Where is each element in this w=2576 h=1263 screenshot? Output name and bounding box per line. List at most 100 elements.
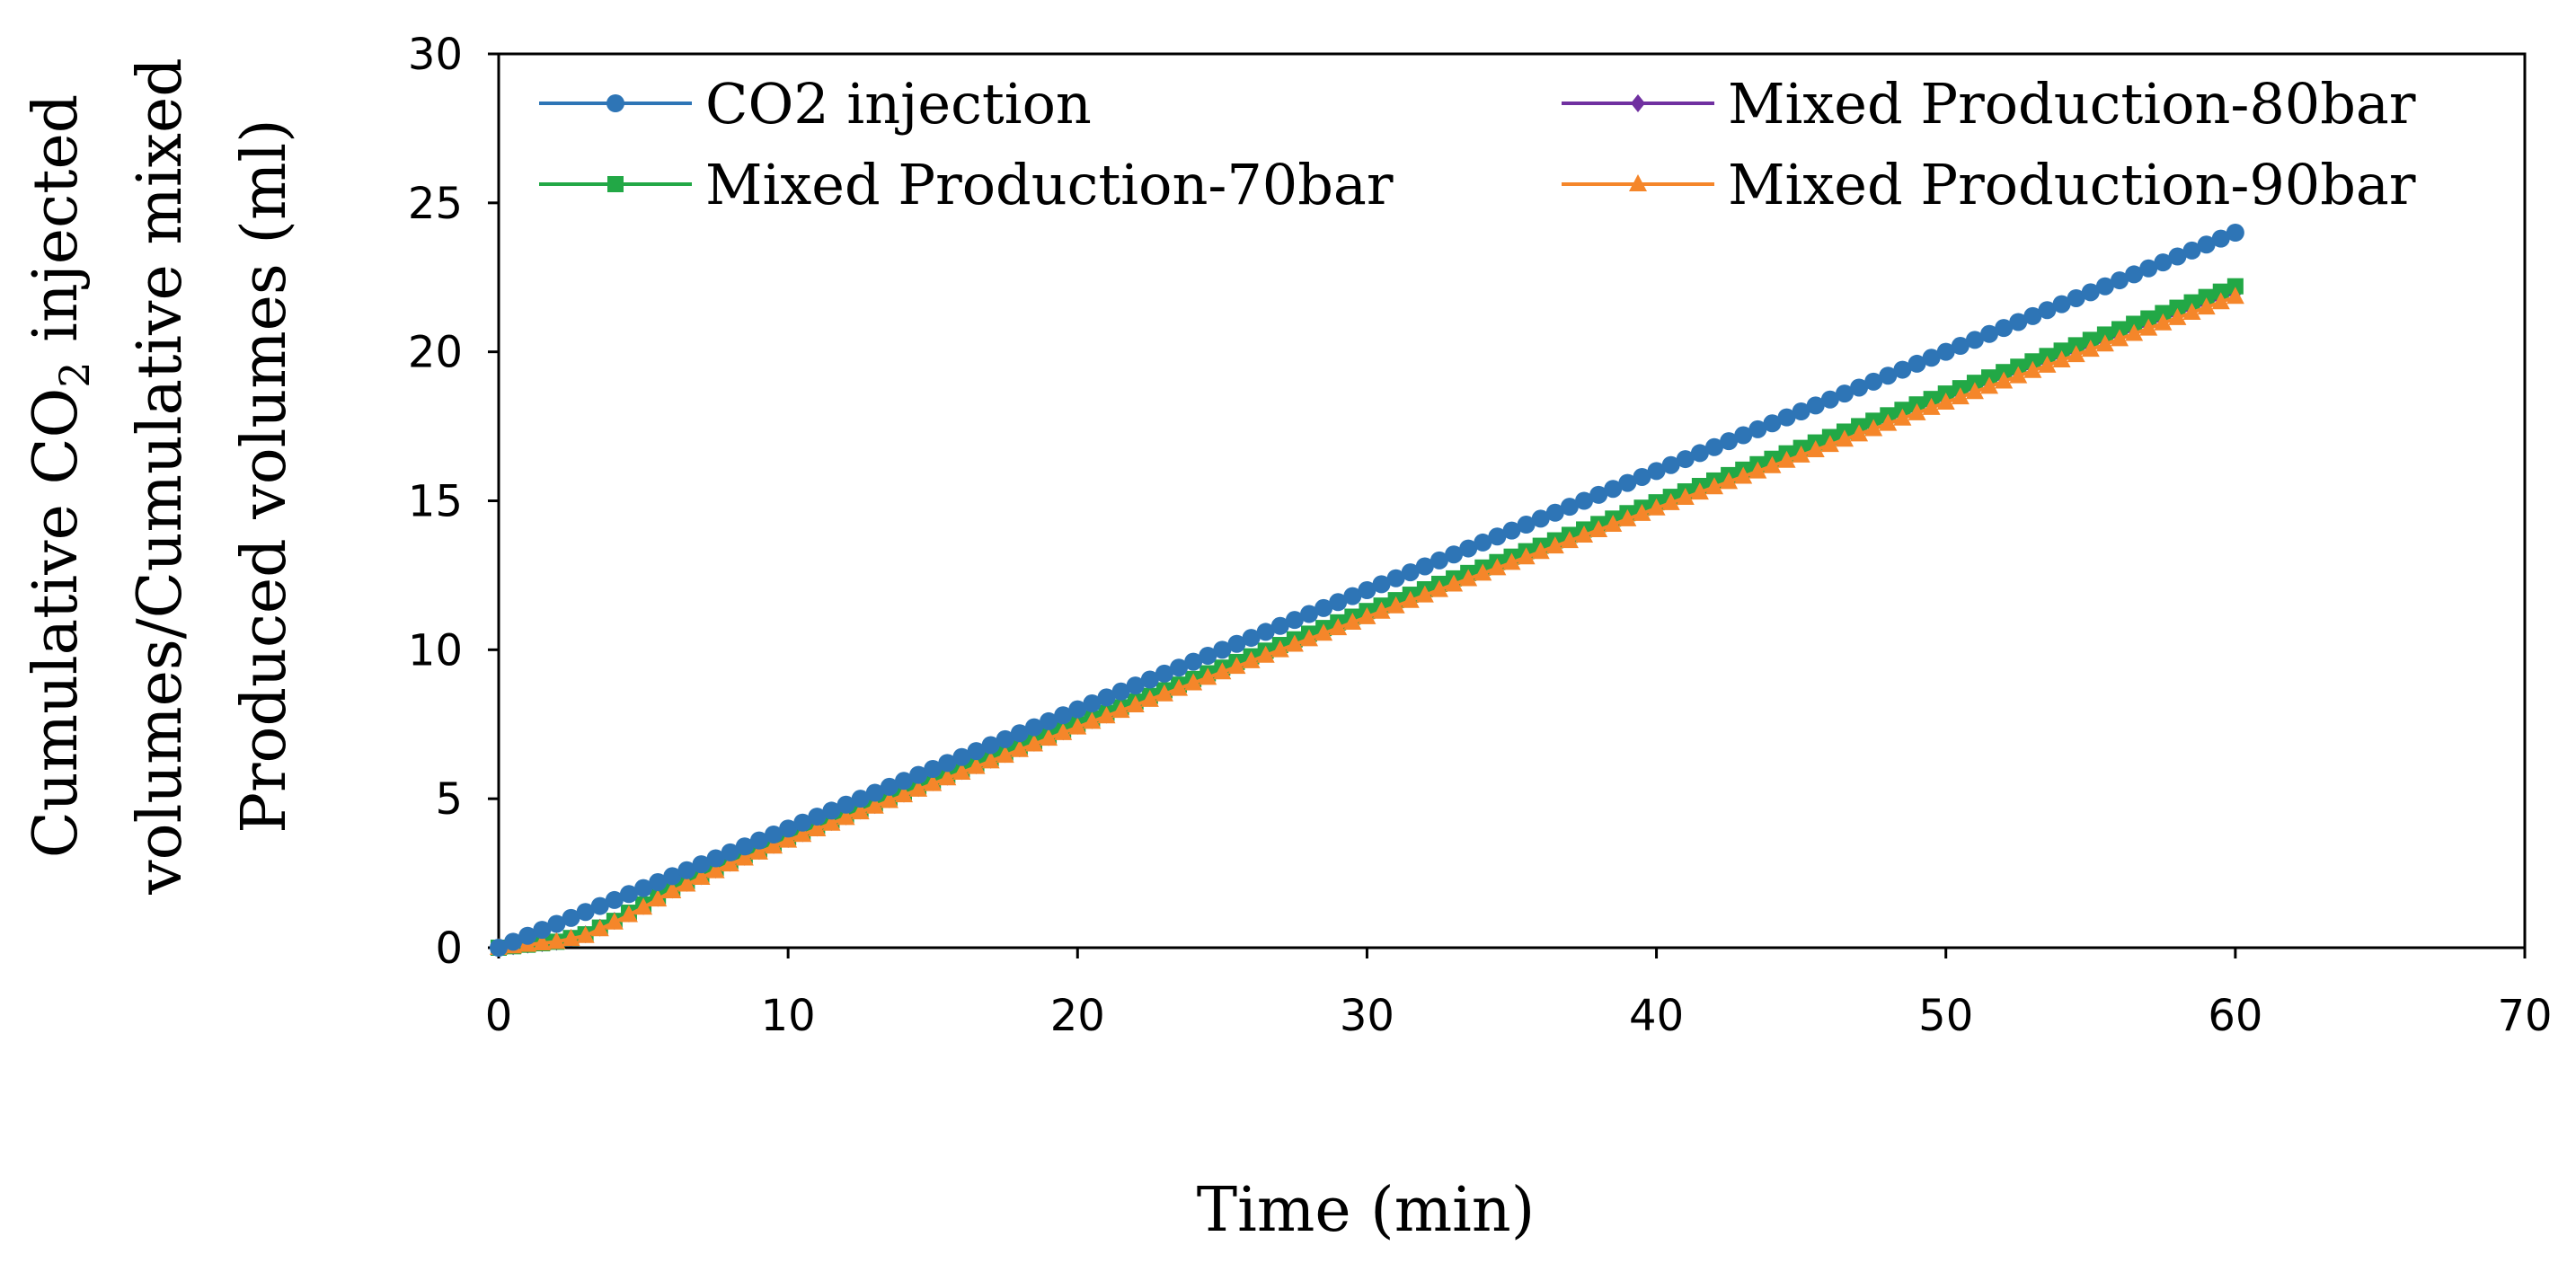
data-point [1705, 437, 1723, 456]
data-point [576, 925, 595, 943]
data-point [1908, 354, 1926, 373]
data-point [1199, 646, 1217, 665]
data-point [1054, 722, 1073, 740]
data-point [793, 825, 812, 843]
data-point [765, 825, 783, 843]
data-point [1227, 634, 1246, 653]
data-point [490, 939, 508, 957]
data-point [1445, 545, 1464, 564]
data-point [1517, 516, 1536, 534]
data-point [2095, 277, 2114, 296]
data-point [1951, 337, 1970, 356]
data-point [562, 908, 580, 927]
data-point [2197, 297, 2216, 315]
data-point [2154, 253, 2173, 272]
data-point [1256, 645, 1275, 663]
data-point [2139, 259, 2158, 278]
y-tick-label: 5 [435, 774, 463, 825]
data-point [663, 880, 682, 898]
data-point [706, 861, 725, 879]
data-point [2081, 340, 2100, 358]
data-point [1690, 482, 1709, 500]
data-point [1242, 650, 1261, 668]
data-point [2139, 318, 2158, 336]
legend-label: Mixed Production-80bar [1728, 71, 2416, 137]
data-point [1792, 402, 1810, 420]
data-point [649, 889, 668, 907]
data-point [2211, 229, 2230, 248]
data-point [1488, 558, 1507, 576]
data-point [1604, 480, 1623, 499]
data-point [1879, 367, 1898, 385]
data-point [1720, 432, 1739, 451]
data-point [2226, 278, 2244, 295]
data-point [1560, 531, 1579, 549]
data-point [880, 790, 899, 808]
data-point [692, 855, 711, 874]
y-tick-label: 15 [408, 477, 463, 527]
data-point [1430, 551, 1448, 570]
data-point [518, 926, 537, 945]
data-point [1040, 729, 1058, 746]
data-point [1850, 378, 1869, 397]
legend-label: Mixed Production-90bar [1728, 152, 2416, 217]
data-point [1358, 606, 1377, 624]
data-point [837, 808, 855, 826]
data-point [1589, 520, 1608, 538]
data-point [1951, 387, 1970, 405]
data-point [619, 905, 638, 923]
data-point [1908, 402, 1926, 420]
data-point [1575, 526, 1594, 543]
data-point [1820, 435, 1839, 453]
data-point [1835, 384, 1854, 403]
data-point [1647, 462, 1666, 481]
data-point [749, 831, 768, 850]
series-co2-injection [490, 224, 2244, 957]
data-point [1300, 629, 1318, 647]
data-point [1213, 662, 1232, 680]
data-point [2198, 288, 2215, 305]
data-point [837, 795, 855, 814]
data-point [1111, 701, 1130, 719]
data-point [967, 742, 986, 761]
data-point [981, 736, 1000, 755]
data-point [692, 868, 711, 886]
data-point [2169, 299, 2186, 316]
legend-item: CO2 injection [539, 71, 1092, 137]
data-point [1647, 498, 1666, 516]
data-point [1560, 498, 1579, 517]
data-point [1068, 717, 1087, 735]
data-point [924, 760, 943, 778]
data-point [533, 933, 552, 951]
data-point [1083, 694, 1102, 713]
tick-labels: 0 10 20 30 40 50 60 70 0 5 10 15 20 25 30 [408, 30, 2553, 1041]
data-point [909, 765, 928, 784]
data-point [1517, 547, 1536, 565]
data-point [590, 896, 609, 915]
data-point [938, 768, 957, 786]
data-point [1386, 596, 1405, 614]
data-point [793, 813, 812, 832]
data-point [2081, 283, 2100, 302]
series-layer [490, 224, 2244, 957]
data-point [1618, 508, 1637, 526]
data-point [749, 842, 768, 860]
data-point [677, 874, 696, 892]
data-point [1170, 678, 1189, 696]
data-point [1589, 485, 1608, 504]
data-point [851, 802, 870, 820]
legend-item: Mixed Production-90bar [1562, 152, 2416, 217]
data-point [2211, 292, 2230, 310]
data-point [1763, 455, 1782, 473]
data-point [2009, 313, 2028, 331]
data-point [1893, 360, 1912, 379]
y-tick-label: 20 [408, 328, 463, 378]
data-point [663, 867, 682, 886]
data-point [1270, 640, 1289, 658]
data-point [996, 746, 1014, 764]
data-point [1256, 623, 1275, 641]
legend-label: Mixed Production-70bar [705, 152, 1394, 217]
data-point [1835, 429, 1854, 447]
data-point [1386, 569, 1405, 587]
